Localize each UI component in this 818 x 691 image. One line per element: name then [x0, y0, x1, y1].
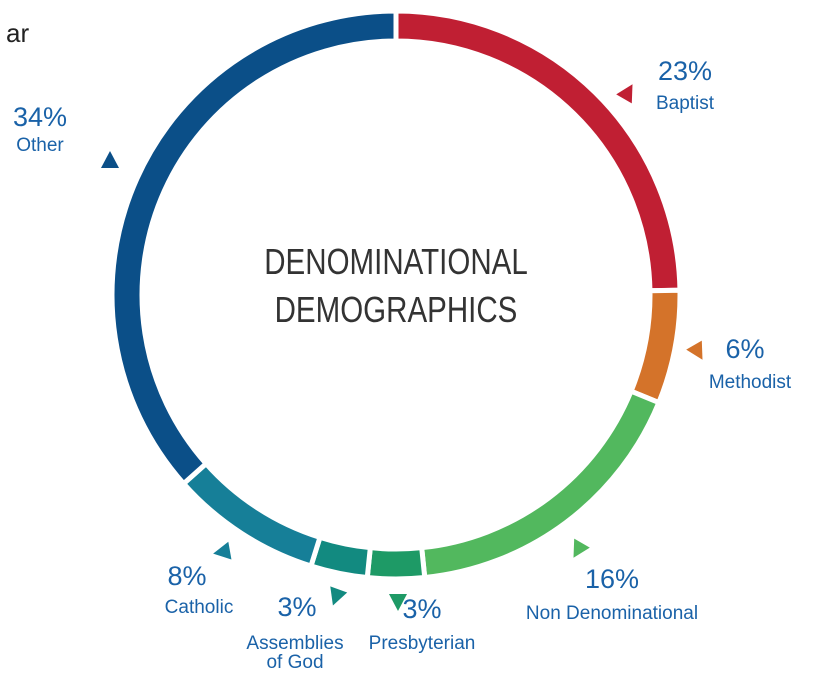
value-label: 3%: [402, 594, 442, 624]
donut-slice: [180, 460, 324, 570]
category-label: Assemblies of God: [246, 633, 344, 673]
label-arrow: [330, 586, 348, 606]
donut-slice: [364, 544, 428, 582]
category-label: Presbyterian: [368, 633, 476, 654]
category-label: Baptist: [655, 93, 715, 114]
donut-slice: [627, 287, 683, 406]
value-label: 6%: [725, 334, 765, 364]
value-label: 16%: [584, 564, 640, 594]
value-label: 34%: [12, 102, 68, 132]
chart-title: DENOMINATIONAL DEMOGRAPHICS: [264, 241, 528, 330]
label-arrow: [686, 340, 703, 360]
cropped-text: ar: [6, 18, 30, 48]
category-label: Other: [16, 135, 64, 156]
label-arrow: [389, 594, 407, 611]
category-label: Non Denominational: [525, 603, 699, 624]
value-label: 23%: [657, 56, 713, 86]
value-label: 8%: [167, 561, 207, 591]
value-label: 3%: [277, 592, 317, 622]
label-arrow: [213, 541, 232, 560]
label-arrow: [573, 538, 590, 558]
label-arrow: [616, 84, 633, 104]
label-arrow: [101, 151, 119, 168]
category-label: Catholic: [164, 597, 234, 618]
donut-slice: [109, 8, 399, 488]
donut-slice: [418, 387, 663, 581]
category-label: Methodist: [708, 372, 792, 393]
